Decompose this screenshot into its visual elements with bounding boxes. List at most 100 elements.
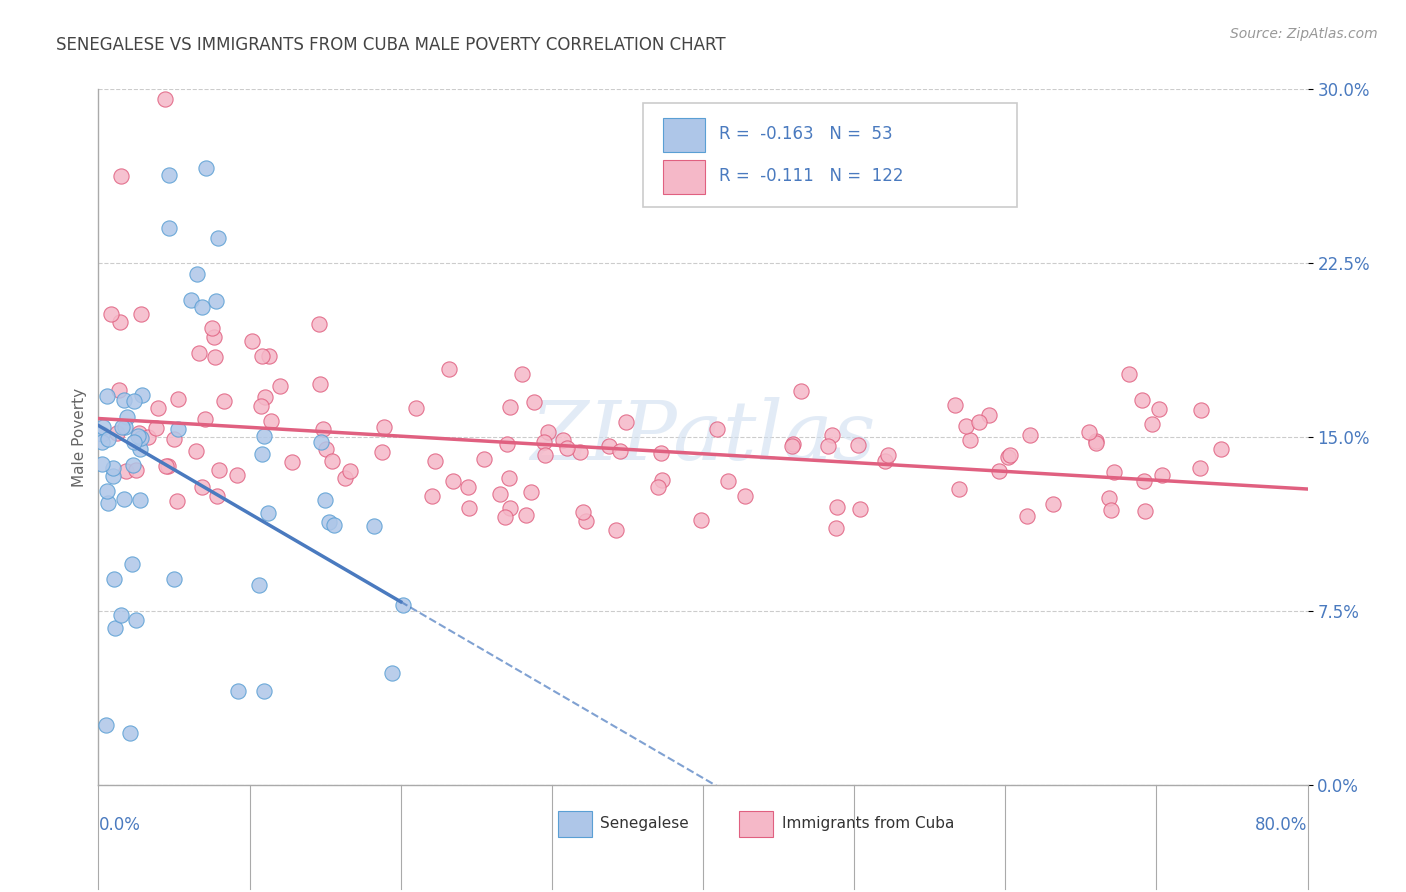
Point: [1017, 508, 1039, 523]
Point: [112, 393, 135, 408]
Point: [184, 443, 207, 458]
Point: [186, 268, 208, 282]
Point: [145, 421, 167, 435]
Point: [315, 442, 337, 457]
Point: [103, 461, 125, 475]
Point: [188, 346, 211, 360]
Text: SENEGALESE VS IMMIGRANTS FROM CUBA MALE POVERTY CORRELATION CHART: SENEGALESE VS IMMIGRANTS FROM CUBA MALE …: [56, 36, 725, 54]
Point: [260, 414, 283, 428]
Bar: [740, 811, 773, 837]
Point: [371, 445, 394, 459]
Point: [131, 388, 153, 402]
Point: [125, 613, 148, 627]
Point: [157, 168, 180, 182]
Point: [598, 439, 620, 453]
Point: [163, 432, 186, 446]
Point: [458, 500, 481, 515]
Point: [1102, 465, 1125, 479]
Point: [1118, 367, 1140, 381]
Text: Senegalese: Senegalese: [600, 815, 689, 830]
Point: [127, 429, 149, 443]
Point: [121, 557, 143, 571]
Point: [91, 420, 114, 434]
Point: [110, 608, 132, 623]
Point: [308, 377, 330, 392]
Point: [533, 448, 555, 462]
Point: [846, 438, 869, 452]
Point: [1133, 504, 1156, 518]
Point: [91, 426, 114, 441]
Point: [717, 475, 740, 489]
Point: [955, 419, 977, 434]
Point: [959, 433, 981, 447]
Point: [824, 521, 846, 535]
Point: [780, 439, 803, 453]
Point: [146, 401, 169, 415]
Point: [1085, 436, 1108, 450]
Point: [1133, 474, 1156, 488]
Point: [281, 455, 304, 469]
Point: [437, 361, 460, 376]
Point: [108, 315, 131, 329]
Point: [114, 420, 136, 434]
Point: [226, 684, 249, 698]
Point: [551, 434, 574, 448]
Point: [423, 454, 446, 468]
Point: [782, 437, 804, 451]
Point: [128, 426, 150, 441]
Point: [250, 447, 273, 461]
Point: [253, 390, 276, 404]
Point: [575, 515, 598, 529]
Point: [609, 444, 631, 458]
Point: [1189, 402, 1212, 417]
Point: [498, 400, 520, 414]
Point: [1099, 503, 1122, 517]
Point: [519, 485, 541, 500]
Point: [443, 474, 465, 488]
Bar: [664, 161, 706, 194]
Point: [167, 422, 190, 436]
Point: [247, 578, 270, 592]
Point: [112, 491, 135, 506]
Point: [312, 422, 335, 436]
Point: [166, 392, 188, 406]
Point: [157, 220, 180, 235]
Text: ZIPatlas: ZIPatlas: [530, 397, 876, 477]
Point: [499, 501, 522, 516]
Point: [825, 500, 848, 514]
Point: [129, 307, 152, 321]
Text: 80.0%: 80.0%: [1256, 816, 1308, 834]
Point: [706, 422, 728, 436]
Point: [333, 471, 356, 485]
Point: [1130, 393, 1153, 408]
Point: [817, 439, 839, 453]
Point: [240, 334, 263, 348]
Point: [118, 726, 141, 740]
Point: [163, 572, 186, 586]
Point: [129, 442, 152, 456]
Point: [314, 493, 336, 508]
Point: [269, 378, 291, 392]
Point: [308, 317, 330, 331]
Point: [1042, 497, 1064, 511]
Point: [821, 428, 844, 442]
Point: [155, 458, 177, 473]
Text: Source: ZipAtlas.com: Source: ZipAtlas.com: [1230, 27, 1378, 41]
Point: [250, 399, 273, 413]
Point: [948, 483, 970, 497]
Point: [111, 420, 134, 434]
Text: Immigrants from Cuba: Immigrants from Cuba: [782, 815, 953, 830]
Point: [122, 394, 145, 409]
Point: [257, 349, 280, 363]
Point: [191, 300, 214, 314]
Point: [512, 367, 534, 381]
Point: [321, 454, 343, 468]
Point: [204, 350, 226, 364]
Text: R =  -0.111   N =  122: R = -0.111 N = 122: [718, 167, 903, 186]
Y-axis label: Male Poverty: Male Poverty: [72, 387, 87, 487]
Point: [122, 435, 145, 450]
Point: [555, 441, 578, 455]
Point: [569, 444, 592, 458]
Point: [605, 523, 627, 537]
Point: [373, 420, 395, 434]
